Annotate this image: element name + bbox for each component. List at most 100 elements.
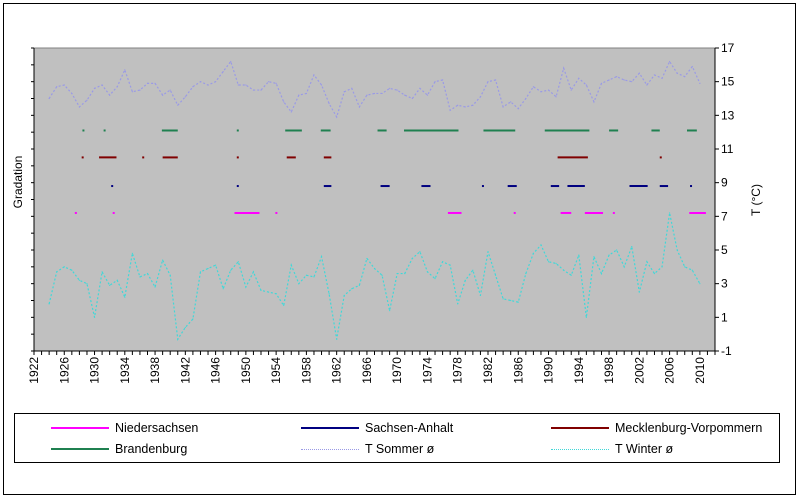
legend-swatch-sachsen-anhalt (301, 427, 359, 429)
y-axis-label-left: Gradation (11, 156, 25, 209)
point-t-winter (547, 261, 550, 263)
y-tick-label: 7 (721, 209, 728, 223)
point-t-sommer (351, 87, 353, 89)
x-tick-label: 1938 (148, 357, 162, 384)
point-t-winter (139, 276, 141, 278)
point-t-sommer (192, 86, 194, 88)
point-t-winter (661, 266, 663, 268)
point-t-sommer (472, 104, 474, 106)
point-t-sommer (510, 101, 512, 103)
point-t-sommer (563, 67, 565, 69)
point-t-winter (585, 316, 587, 318)
point-t-sommer (290, 111, 292, 113)
point-t-winter (457, 303, 459, 305)
legend: Niedersachsen Sachsen-Anhalt Mecklenburg… (14, 413, 780, 463)
point-t-sommer (638, 72, 640, 74)
point-t-winter (230, 269, 232, 271)
point-t-sommer (358, 106, 360, 108)
point-t-sommer (494, 79, 497, 81)
x-tick-label: 1986 (511, 357, 525, 384)
y-tick-label: 17 (721, 41, 735, 55)
point-t-winter (290, 264, 292, 266)
point-t-sommer (669, 60, 671, 63)
legend-swatch-niedersachsen (51, 427, 109, 429)
legend-label-mecklenburg-vorpommern: Mecklenburg-Vorpommern (615, 421, 763, 435)
x-tick-label: 1930 (88, 357, 102, 384)
point-t-winter (313, 276, 315, 278)
point-t-sommer (222, 70, 224, 73)
series-t-winter (48, 212, 701, 341)
legend-swatch-mecklenburg-vorpommern (551, 427, 609, 429)
point-t-winter (93, 316, 96, 318)
point-t-sommer (449, 109, 451, 111)
point-t-winter (699, 283, 701, 285)
point-t-winter (252, 271, 255, 273)
point-t-sommer (343, 91, 345, 93)
point-t-winter (351, 288, 353, 290)
point-t-sommer (585, 84, 587, 86)
point-t-winter (570, 274, 572, 276)
outer-frame (3, 3, 796, 495)
point-t-winter (442, 261, 444, 263)
legend-item-brandenburg: Brandenburg (51, 440, 187, 458)
point-t-winter (131, 252, 133, 254)
point-t-sommer (336, 116, 338, 118)
point-t-sommer (162, 94, 164, 96)
point-t-winter (366, 257, 368, 260)
point-t-sommer (661, 77, 663, 79)
point-t-sommer (593, 101, 595, 103)
legend-swatch-t-sommer (301, 448, 359, 450)
point-t-winter (464, 279, 466, 281)
x-tick-label: 1934 (118, 357, 132, 384)
y-tick-label: 1 (721, 310, 728, 324)
point-t-winter (434, 278, 436, 280)
point-t-winter (146, 272, 149, 275)
x-tick-label: 1958 (299, 357, 313, 384)
x-tick-label: 1942 (178, 357, 192, 384)
point-t-sommer (457, 104, 459, 106)
x-tick-label: 1946 (209, 357, 223, 384)
legend-item-niedersachsen: Niedersachsen (51, 419, 198, 437)
point-t-winter (600, 272, 603, 275)
point-t-sommer (540, 91, 542, 93)
point-t-winter (389, 310, 391, 312)
point-t-sommer (396, 89, 398, 91)
point-t-sommer (684, 76, 686, 78)
point-t-sommer (313, 74, 315, 76)
point-t-sommer (525, 97, 527, 100)
point-t-winter (525, 272, 527, 275)
point-t-winter (207, 267, 209, 270)
point-t-winter (623, 266, 625, 268)
point-t-winter (487, 251, 489, 253)
plot-area (33, 47, 716, 352)
point-t-winter (199, 271, 202, 273)
point-t-winter (532, 252, 535, 254)
point-t-sommer (320, 84, 323, 86)
point-t-winter (426, 271, 429, 273)
point-t-winter (109, 284, 111, 286)
point-t-sommer (56, 86, 58, 88)
point-t-sommer (260, 89, 262, 91)
point-t-sommer (154, 82, 156, 84)
legend-label-sachsen-anhalt: Sachsen-Anhalt (365, 421, 454, 435)
point-t-sommer (502, 106, 504, 108)
point-t-sommer (676, 72, 678, 74)
x-tick-label: 2006 (663, 357, 677, 384)
point-t-sommer (184, 96, 186, 98)
point-t-sommer (101, 84, 103, 86)
point-t-winter (192, 318, 194, 320)
point-t-sommer (48, 97, 50, 100)
point-t-winter (555, 262, 557, 265)
point-t-winter (669, 212, 671, 214)
right-axis: 17 15 13 11 9 7 5 3 1 -1 (714, 41, 735, 358)
point-t-sommer (146, 82, 149, 84)
x-tick-label: 2010 (693, 357, 707, 384)
point-t-winter (63, 266, 65, 268)
point-t-winter (411, 257, 413, 260)
x-tick-label: 1954 (269, 357, 283, 384)
point-t-winter (71, 269, 73, 271)
point-t-winter (177, 338, 179, 340)
point-t-winter (373, 267, 376, 270)
point-t-winter (578, 254, 580, 256)
